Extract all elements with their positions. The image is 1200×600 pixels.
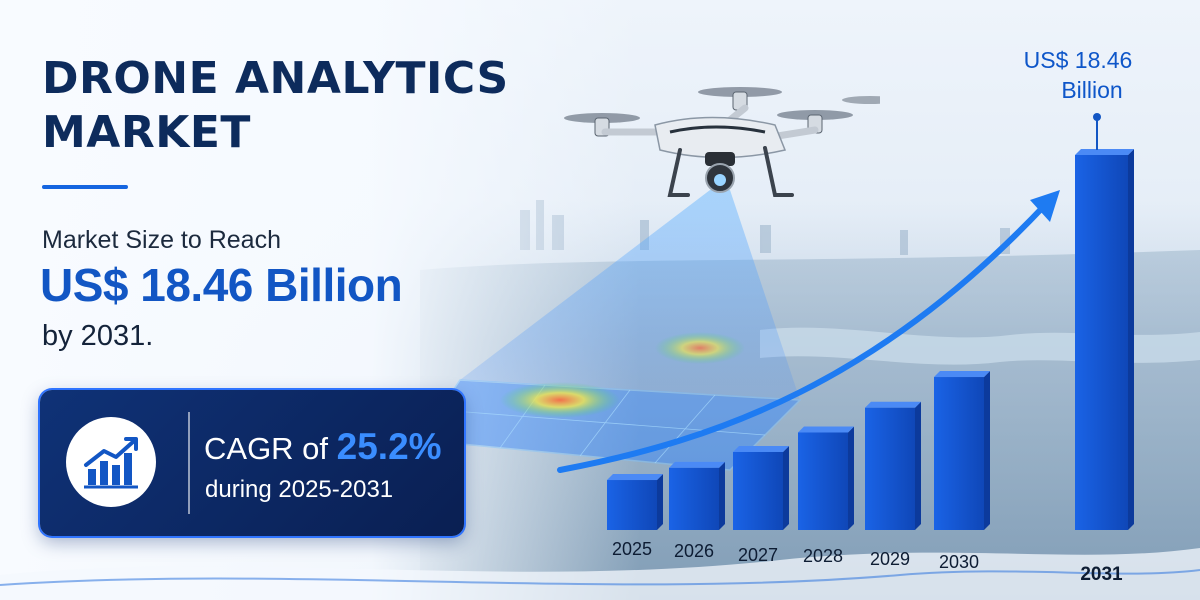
- bar-top: [865, 401, 921, 408]
- cagr-card: CAGR of 25.2% during 2025-2031: [40, 390, 464, 536]
- market-size-value: US$ 18.46 Billion: [40, 259, 403, 311]
- year-label-2031: 2031: [1080, 564, 1123, 585]
- year-labels-group: 2025 2026 2027 2028 2029 2030 2031: [612, 539, 1123, 585]
- bar-front: [669, 467, 719, 530]
- year-label-2026: 2026: [674, 541, 714, 561]
- drone-illustration: [564, 87, 880, 197]
- bar-2025: [607, 474, 663, 530]
- peak-value-label-line-2: Billion: [1061, 77, 1122, 103]
- bar-2031: [1075, 149, 1134, 530]
- bar-front: [733, 451, 783, 530]
- bar-2028: [798, 426, 854, 530]
- bar-front: [1075, 155, 1128, 530]
- title-underline: [42, 185, 128, 189]
- peak-leader-dot: [1093, 113, 1101, 121]
- page-title: DRONE ANALYTICS MARKET: [42, 52, 602, 160]
- trend-arrow: [557, 202, 1048, 473]
- bar-side: [657, 474, 663, 530]
- bottom-wave: [0, 548, 1200, 600]
- year-label-2029: 2029: [870, 549, 910, 569]
- market-size-subtitle: Market Size to Reach: [42, 226, 281, 254]
- trend-arrow-head: [1030, 190, 1060, 222]
- bar-2027: [733, 445, 789, 530]
- bar-2026: [669, 461, 725, 530]
- drone-icon: [564, 87, 880, 197]
- cagr-text: CAGR of 25.2%: [204, 426, 442, 468]
- bar-top: [1075, 149, 1134, 155]
- bar-top: [669, 461, 725, 468]
- year-label-2025: 2025: [612, 539, 652, 559]
- scan-beam-map: [418, 190, 802, 471]
- bar-side: [915, 401, 921, 530]
- bar-front: [934, 377, 984, 530]
- year-label-2030: 2030: [939, 552, 979, 572]
- bar-top: [934, 371, 990, 378]
- bar-2030: [934, 371, 990, 530]
- year-label-2027: 2027: [738, 545, 778, 565]
- bar-top: [607, 474, 663, 481]
- bar-side: [719, 461, 725, 530]
- peak-value-label-line-1: US$ 18.46: [1024, 47, 1133, 73]
- bar-top: [798, 426, 854, 433]
- title-line-2: MARKET: [42, 107, 251, 158]
- cagr-period: during 2025-2031: [205, 476, 394, 503]
- bar-side: [848, 426, 854, 530]
- bar-side: [984, 371, 990, 530]
- bar-front: [607, 480, 657, 530]
- bar-front: [865, 407, 915, 530]
- cagr-divider: [188, 412, 190, 514]
- bar-side: [783, 445, 789, 530]
- cagr-prefix: CAGR of: [204, 431, 329, 466]
- bars-group: [607, 149, 1134, 530]
- bar-front: [798, 432, 848, 530]
- growth-bar-chart-icon: [66, 417, 156, 507]
- market-size-year: by 2031.: [42, 320, 154, 352]
- title-line-1: DRONE ANALYTICS: [42, 53, 509, 104]
- cagr-value: 25.2%: [336, 426, 442, 467]
- bar-side: [1128, 149, 1134, 530]
- year-label-2028: 2028: [803, 546, 843, 566]
- bar-top: [733, 445, 789, 452]
- bar-2029: [865, 401, 921, 530]
